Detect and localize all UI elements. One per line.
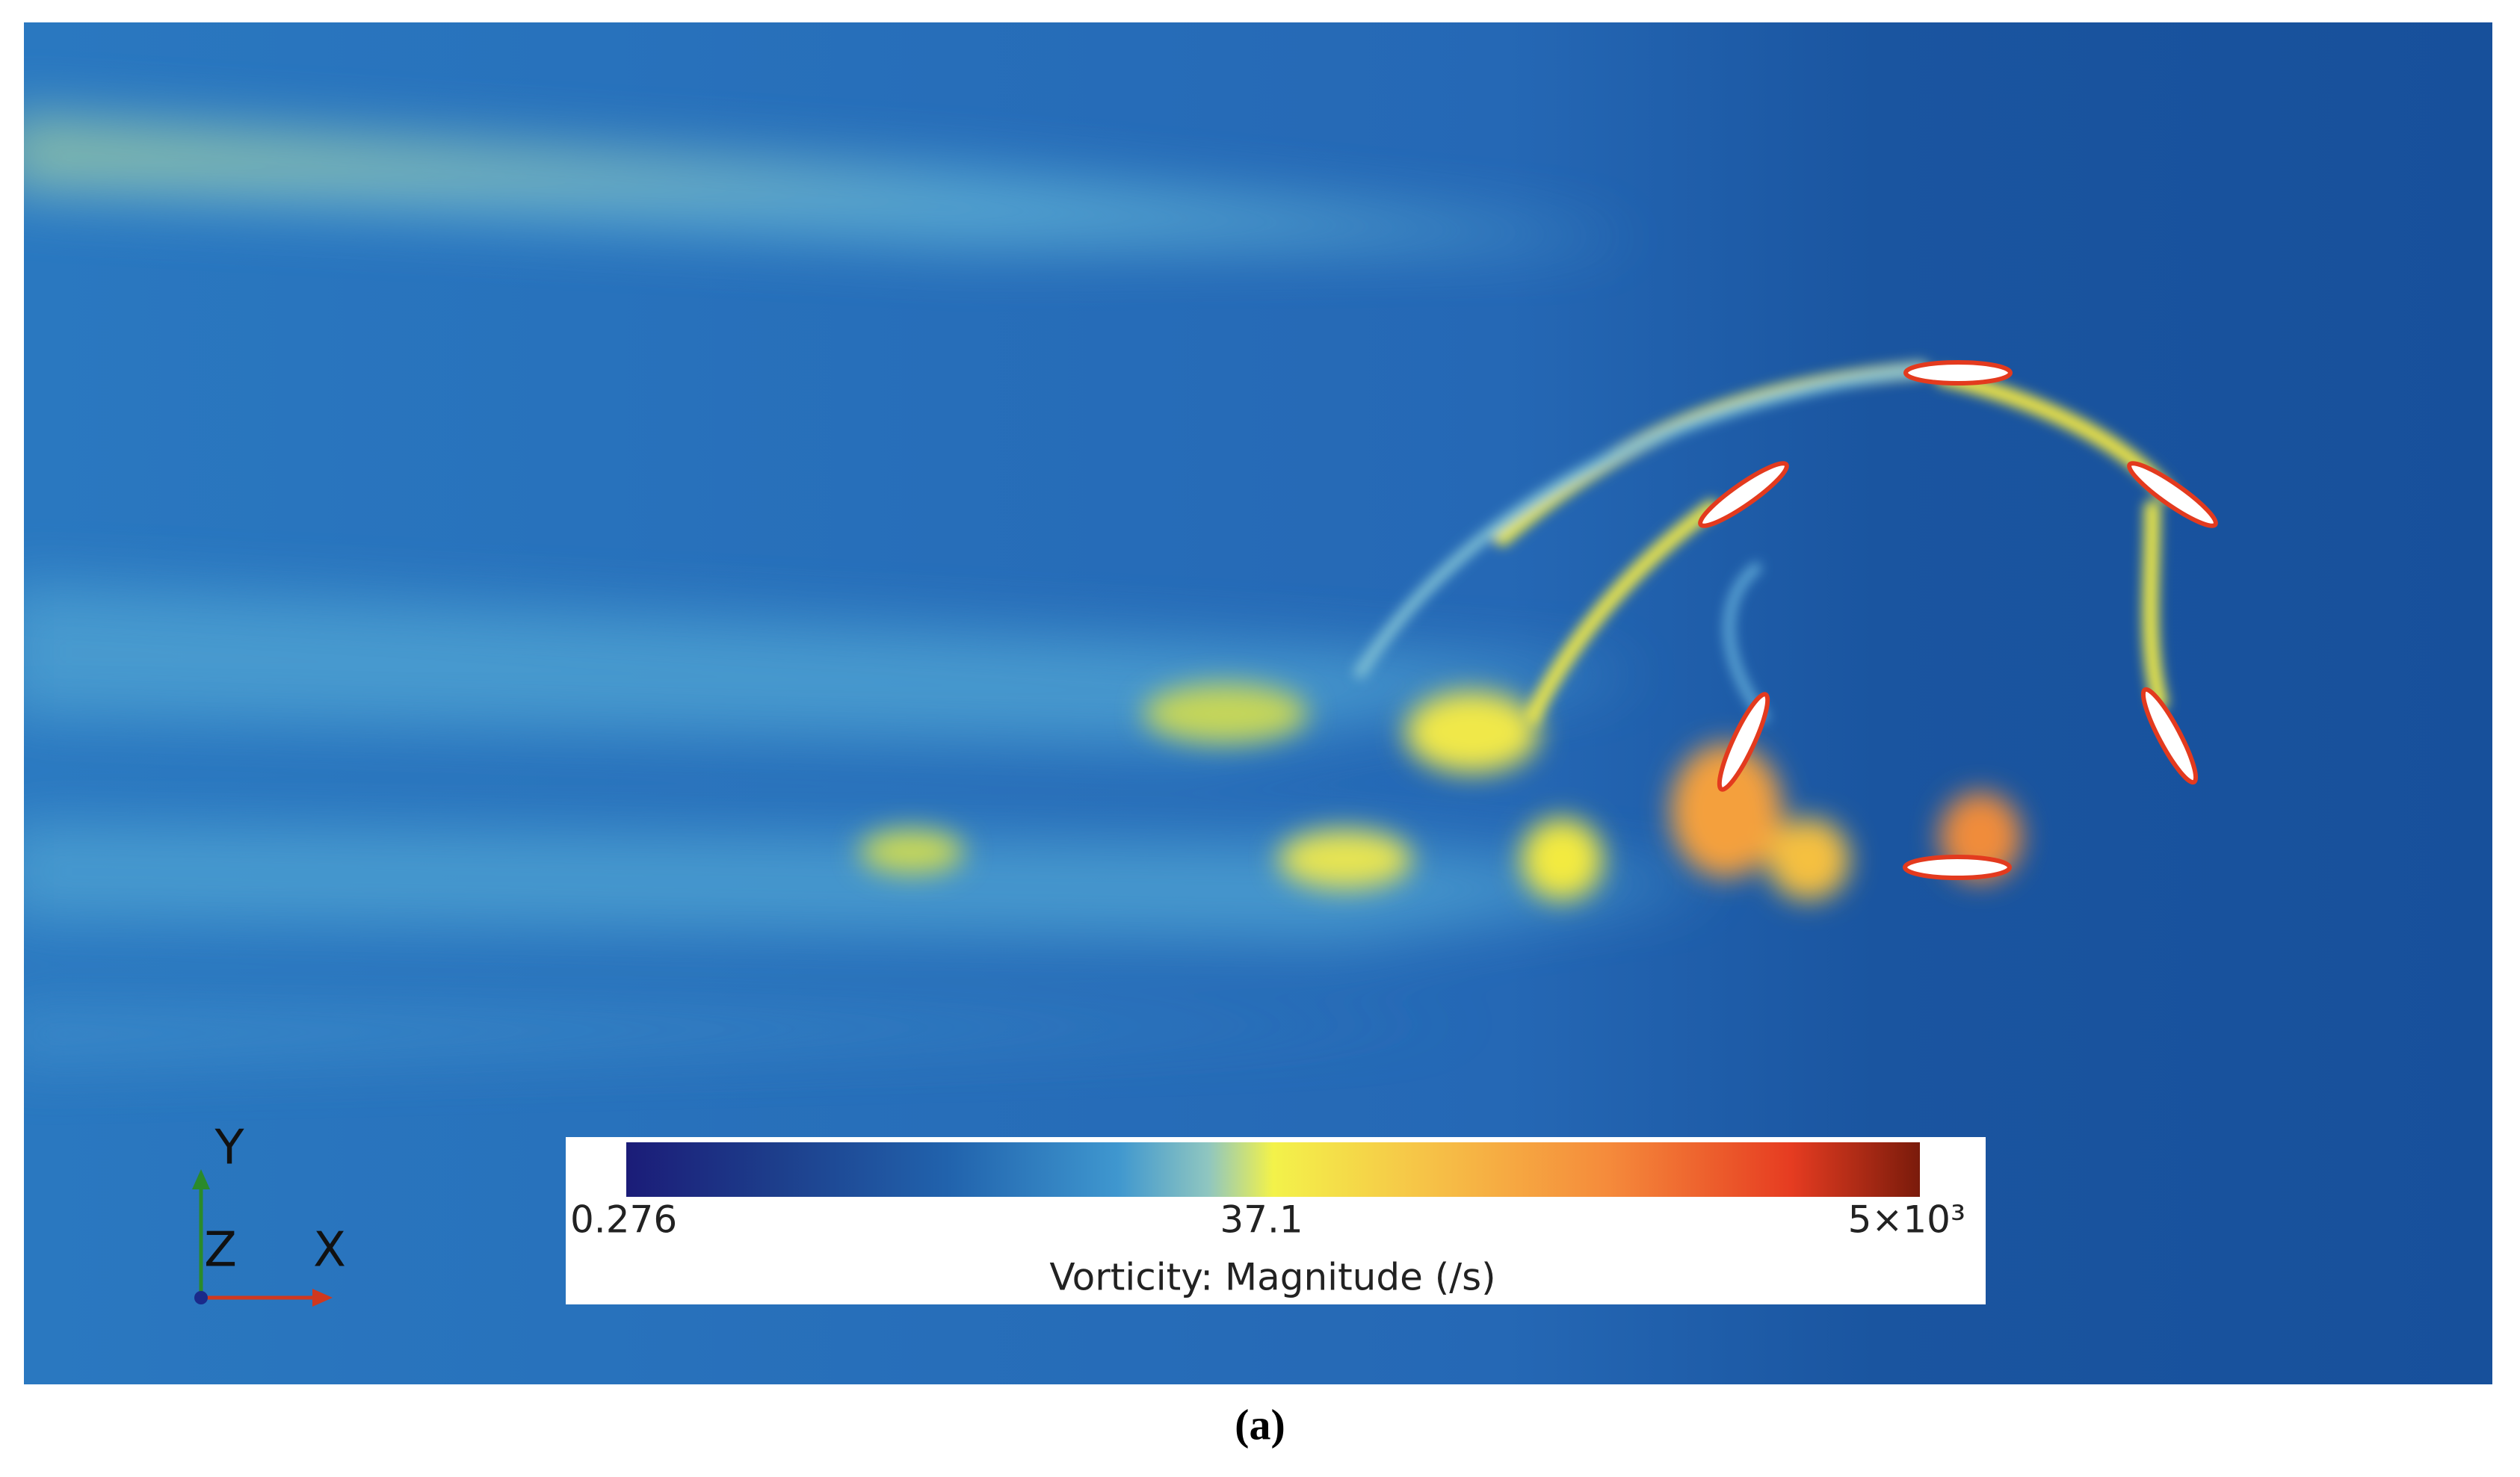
colorbar-min: 0.276 — [570, 1198, 677, 1242]
axis-y-label: Y — [214, 1121, 244, 1176]
colorbar: 0.276 37.1 5×10³ Vorticity: Magnitude (/… — [566, 1137, 1986, 1304]
axis-triad: Y Z X — [192, 1121, 346, 1307]
caption: (a) — [1235, 1400, 1285, 1449]
colorbar-gradient — [626, 1142, 1920, 1197]
colorbar-max: 5×10³ — [1848, 1198, 1965, 1242]
axis-x-label: X — [313, 1223, 346, 1278]
colorbar-title: Vorticity: Magnitude (/s) — [1049, 1256, 1495, 1299]
axis-z-label: Z — [204, 1223, 237, 1278]
airfoils — [1698, 360, 2218, 880]
colorbar-mid: 37.1 — [1220, 1198, 1303, 1242]
